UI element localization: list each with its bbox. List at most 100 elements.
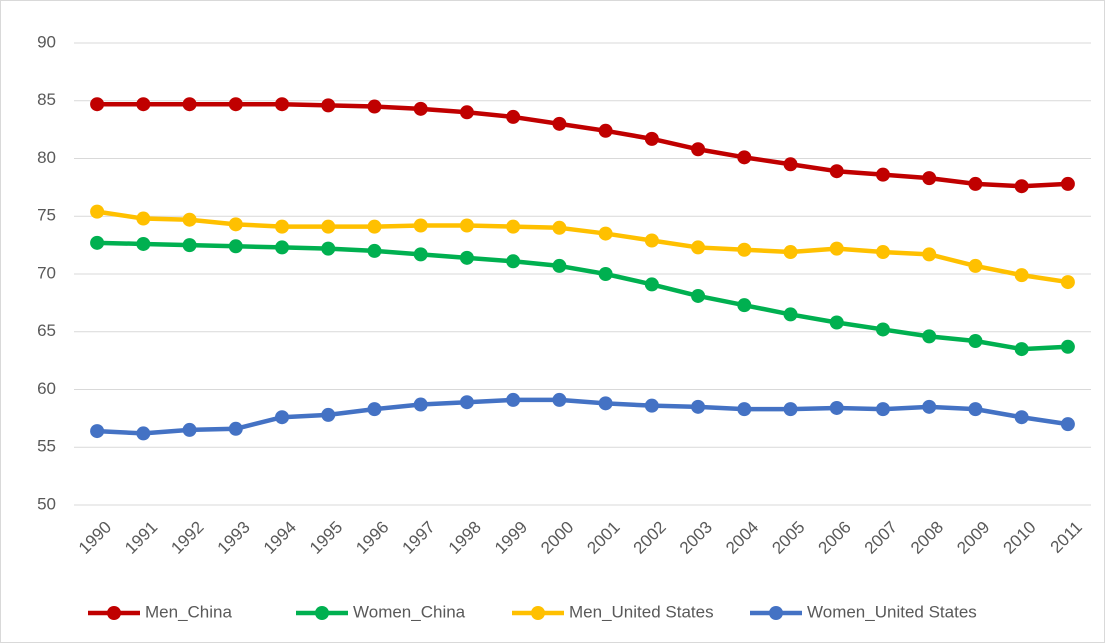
data-point bbox=[829, 400, 844, 415]
data-point bbox=[459, 250, 474, 265]
data-point bbox=[598, 267, 613, 281]
data-point bbox=[691, 399, 706, 414]
data-point bbox=[321, 407, 336, 422]
data-point bbox=[922, 329, 937, 344]
data-point bbox=[922, 171, 937, 186]
data-point bbox=[644, 277, 659, 292]
data-point bbox=[90, 235, 105, 250]
legend-label: Women_China bbox=[353, 602, 466, 621]
data-point bbox=[552, 392, 567, 407]
data-point bbox=[228, 421, 243, 436]
data-point bbox=[506, 219, 521, 234]
series-line bbox=[96, 209, 1069, 285]
legend-marker bbox=[769, 606, 783, 620]
data-point bbox=[922, 399, 937, 414]
data-point bbox=[367, 402, 382, 417]
legend-label: Men_United States bbox=[569, 602, 714, 621]
data-point bbox=[875, 402, 890, 417]
data-point bbox=[875, 167, 890, 182]
data-point bbox=[737, 150, 752, 165]
data-point bbox=[598, 396, 613, 411]
data-point bbox=[275, 240, 290, 255]
data-point bbox=[136, 426, 151, 441]
data-point bbox=[552, 220, 567, 235]
series-line bbox=[97, 397, 1069, 436]
y-tick-label: 90 bbox=[37, 32, 56, 51]
data-point bbox=[182, 97, 197, 112]
data-point bbox=[413, 397, 428, 412]
data-point bbox=[459, 105, 474, 120]
data-point bbox=[367, 99, 382, 114]
data-point bbox=[506, 109, 521, 124]
data-point bbox=[321, 98, 336, 113]
series-line bbox=[97, 240, 1068, 352]
data-point bbox=[413, 101, 428, 116]
y-tick-label: 80 bbox=[37, 148, 56, 167]
data-point bbox=[598, 226, 613, 241]
data-point bbox=[1060, 176, 1075, 191]
data-point bbox=[90, 97, 105, 112]
data-point bbox=[968, 258, 983, 273]
data-point bbox=[691, 240, 706, 255]
data-point bbox=[321, 219, 336, 234]
data-point bbox=[182, 238, 197, 253]
data-point bbox=[413, 218, 428, 233]
data-point bbox=[90, 204, 105, 219]
series-line bbox=[97, 101, 1068, 189]
data-point bbox=[321, 241, 336, 256]
data-point bbox=[691, 288, 706, 303]
legend-label: Men_China bbox=[145, 602, 232, 621]
y-tick-label: 75 bbox=[37, 206, 56, 225]
data-point bbox=[1014, 342, 1029, 357]
data-point bbox=[136, 236, 151, 251]
data-point bbox=[367, 219, 382, 234]
data-point bbox=[875, 245, 890, 260]
y-tick-label: 50 bbox=[37, 494, 56, 513]
data-point bbox=[136, 97, 151, 112]
data-point bbox=[228, 239, 243, 254]
data-point bbox=[783, 307, 798, 322]
data-point bbox=[737, 402, 752, 417]
data-point bbox=[275, 410, 290, 425]
data-point bbox=[783, 402, 798, 417]
data-point bbox=[1060, 275, 1075, 290]
legend-marker bbox=[107, 606, 121, 620]
data-point bbox=[182, 212, 197, 227]
data-point bbox=[922, 247, 937, 262]
data-point bbox=[644, 233, 659, 248]
data-point bbox=[136, 211, 151, 226]
data-point bbox=[1014, 268, 1029, 283]
data-point bbox=[598, 123, 613, 138]
data-point bbox=[875, 322, 890, 337]
y-tick-label: 65 bbox=[37, 321, 56, 340]
data-point bbox=[1014, 410, 1029, 425]
data-point bbox=[459, 218, 474, 233]
data-point bbox=[783, 245, 798, 260]
data-point bbox=[1060, 339, 1075, 354]
data-point bbox=[275, 97, 290, 112]
data-point bbox=[228, 97, 243, 112]
data-point bbox=[783, 157, 798, 172]
legend-marker bbox=[315, 606, 329, 620]
data-point bbox=[552, 258, 567, 273]
data-point bbox=[459, 395, 474, 410]
data-point bbox=[644, 131, 659, 146]
data-point bbox=[367, 243, 382, 258]
y-tick-label: 60 bbox=[37, 379, 56, 398]
data-point bbox=[275, 219, 290, 234]
data-point bbox=[1060, 417, 1075, 432]
data-point bbox=[829, 315, 844, 330]
data-point bbox=[968, 176, 983, 191]
y-tick-label: 85 bbox=[37, 90, 56, 109]
legend-label: Women_United States bbox=[807, 602, 977, 621]
data-point bbox=[1014, 179, 1029, 194]
data-point bbox=[829, 241, 844, 256]
data-point bbox=[829, 164, 844, 179]
data-point bbox=[90, 424, 105, 439]
data-point bbox=[552, 116, 567, 131]
data-point bbox=[644, 398, 659, 413]
data-point bbox=[691, 142, 706, 157]
data-point bbox=[737, 242, 752, 257]
legend-marker bbox=[531, 606, 545, 620]
